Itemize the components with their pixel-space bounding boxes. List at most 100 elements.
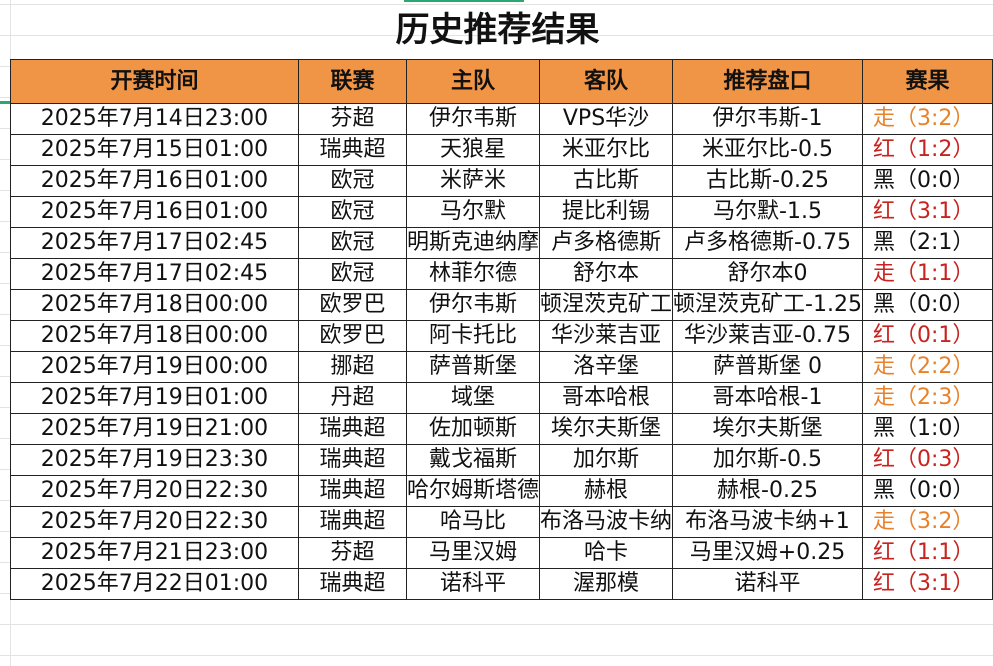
cell-time[interactable]: 2025年7月15日01:00 (10, 134, 299, 166)
cell-league[interactable]: 瑞典超 (298, 413, 407, 445)
cell-league[interactable]: 瑞典超 (298, 475, 407, 507)
cell-away[interactable]: VPS华沙 (539, 103, 674, 135)
cell-home[interactable]: 林菲尔德 (405, 258, 541, 290)
cell-result[interactable]: 红（1:1） (861, 537, 993, 569)
cell-league[interactable]: 欧冠 (298, 196, 407, 228)
cell-away[interactable]: 哥本哈根 (539, 382, 674, 414)
cell-league[interactable]: 芬超 (298, 103, 407, 135)
cell-time[interactable]: 2025年7月16日01:00 (10, 165, 299, 197)
cell-result[interactable]: 黑（0:0） (861, 165, 993, 197)
header-away[interactable]: 客队 (539, 59, 674, 104)
cell-away[interactable]: 顿涅茨克矿工 (539, 289, 674, 321)
cell-away[interactable]: 华沙莱吉亚 (539, 320, 674, 352)
cell-home[interactable]: 哈马比 (405, 506, 541, 538)
cell-away[interactable]: 渥那模 (539, 568, 674, 600)
cell-result[interactable]: 黑（2:1） (861, 227, 993, 259)
cell-result[interactable]: 红（0:3） (861, 444, 993, 476)
cell-result[interactable]: 红（3:1） (861, 196, 993, 228)
cell-time[interactable]: 2025年7月17日02:45 (10, 227, 299, 259)
cell-result[interactable]: 红（3:1） (861, 568, 993, 600)
cell-league[interactable]: 瑞典超 (298, 444, 407, 476)
cell-result[interactable]: 红（1:2） (861, 134, 993, 166)
cell-pick[interactable]: 诺科平 (672, 568, 863, 600)
cell-time[interactable]: 2025年7月20日22:30 (10, 506, 299, 538)
cell-time[interactable]: 2025年7月19日21:00 (10, 413, 299, 445)
cell-away[interactable]: 米亚尔比 (539, 134, 674, 166)
cell-league[interactable]: 瑞典超 (298, 134, 407, 166)
sheet-title[interactable]: 历史推荐结果 (395, 10, 600, 50)
cell-time[interactable]: 2025年7月17日02:45 (10, 258, 299, 290)
cell-away[interactable]: 提比利锡 (539, 196, 674, 228)
cell-time[interactable]: 2025年7月19日01:00 (10, 382, 299, 414)
cell-home[interactable]: 米萨米 (405, 165, 541, 197)
cell-home[interactable]: 阿卡托比 (405, 320, 541, 352)
cell-result[interactable]: 走（3:2） (861, 506, 993, 538)
cell-league[interactable]: 瑞典超 (298, 506, 407, 538)
cell-league[interactable]: 瑞典超 (298, 568, 407, 600)
cell-away[interactable]: 哈卡 (539, 537, 674, 569)
cell-result[interactable]: 黑（0:0） (861, 289, 993, 321)
header-league[interactable]: 联赛 (298, 59, 407, 104)
cell-pick[interactable]: 马里汉姆+0.25 (672, 537, 863, 569)
cell-pick[interactable]: 赫根-0.25 (672, 475, 863, 507)
cell-result[interactable]: 走（2:2） (861, 351, 993, 383)
cell-time[interactable]: 2025年7月18日00:00 (10, 289, 299, 321)
cell-league[interactable]: 芬超 (298, 537, 407, 569)
cell-league[interactable]: 欧罗巴 (298, 289, 407, 321)
cell-league[interactable]: 欧罗巴 (298, 320, 407, 352)
cell-home[interactable]: 戴戈福斯 (405, 444, 541, 476)
cell-home[interactable]: 萨普斯堡 (405, 351, 541, 383)
cell-league[interactable]: 欧冠 (298, 258, 407, 290)
cell-away[interactable]: 舒尔本 (539, 258, 674, 290)
cell-time[interactable]: 2025年7月20日22:30 (10, 475, 299, 507)
cell-league[interactable]: 挪超 (298, 351, 407, 383)
cell-result[interactable]: 黑（0:0） (861, 475, 993, 507)
header-home[interactable]: 主队 (405, 59, 541, 104)
cell-pick[interactable]: 卢多格德斯-0.75 (672, 227, 863, 259)
cell-pick[interactable]: 萨普斯堡 0 (672, 351, 863, 383)
cell-pick[interactable]: 埃尔夫斯堡 (672, 413, 863, 445)
cell-result[interactable]: 黑（1:0） (861, 413, 993, 445)
cell-pick[interactable]: 哥本哈根-1 (672, 382, 863, 414)
cell-away[interactable]: 布洛马波卡纳 (539, 506, 674, 538)
cell-pick[interactable]: 伊尔韦斯-1 (672, 103, 863, 135)
cell-time[interactable]: 2025年7月19日23:30 (10, 444, 299, 476)
header-result[interactable]: 赛果 (861, 59, 993, 104)
header-time[interactable]: 开赛时间 (10, 59, 299, 104)
cell-pick[interactable]: 顿涅茨克矿工-1.25 (672, 289, 863, 321)
cell-time[interactable]: 2025年7月18日00:00 (10, 320, 299, 352)
cell-league[interactable]: 欧冠 (298, 165, 407, 197)
cell-pick[interactable]: 马尔默-1.5 (672, 196, 863, 228)
cell-home[interactable]: 域堡 (405, 382, 541, 414)
cell-home[interactable]: 马里汉姆 (405, 537, 541, 569)
cell-pick[interactable]: 古比斯-0.25 (672, 165, 863, 197)
cell-home[interactable]: 天狼星 (405, 134, 541, 166)
cell-result[interactable]: 红（0:1） (861, 320, 993, 352)
cell-pick[interactable]: 米亚尔比-0.5 (672, 134, 863, 166)
cell-away[interactable]: 赫根 (539, 475, 674, 507)
cell-time[interactable]: 2025年7月16日01:00 (10, 196, 299, 228)
cell-time[interactable]: 2025年7月21日23:00 (10, 537, 299, 569)
cell-league[interactable]: 欧冠 (298, 227, 407, 259)
cell-pick[interactable]: 华沙莱吉亚-0.75 (672, 320, 863, 352)
cell-time[interactable]: 2025年7月22日01:00 (10, 568, 299, 600)
cell-home[interactable]: 马尔默 (405, 196, 541, 228)
cell-time[interactable]: 2025年7月14日23:00 (10, 103, 299, 135)
cell-result[interactable]: 走（2:3） (861, 382, 993, 414)
cell-away[interactable]: 洛辛堡 (539, 351, 674, 383)
cell-result[interactable]: 走（3:2） (861, 103, 993, 135)
cell-away[interactable]: 卢多格德斯 (539, 227, 674, 259)
cell-home[interactable]: 哈尔姆斯塔德 (405, 475, 541, 507)
cell-result[interactable]: 走（1:1） (861, 258, 993, 290)
header-pick[interactable]: 推荐盘口 (672, 59, 863, 104)
cell-home[interactable]: 诺科平 (405, 568, 541, 600)
cell-home[interactable]: 佐加顿斯 (405, 413, 541, 445)
cell-pick[interactable]: 布洛马波卡纳+1 (672, 506, 863, 538)
cell-away[interactable]: 埃尔夫斯堡 (539, 413, 674, 445)
cell-home[interactable]: 伊尔韦斯 (405, 289, 541, 321)
cell-home[interactable]: 伊尔韦斯 (405, 103, 541, 135)
cell-pick[interactable]: 加尔斯-0.5 (672, 444, 863, 476)
cell-league[interactable]: 丹超 (298, 382, 407, 414)
cell-home[interactable]: 明斯克迪纳摩 (405, 227, 541, 259)
cell-pick[interactable]: 舒尔本0 (672, 258, 863, 290)
